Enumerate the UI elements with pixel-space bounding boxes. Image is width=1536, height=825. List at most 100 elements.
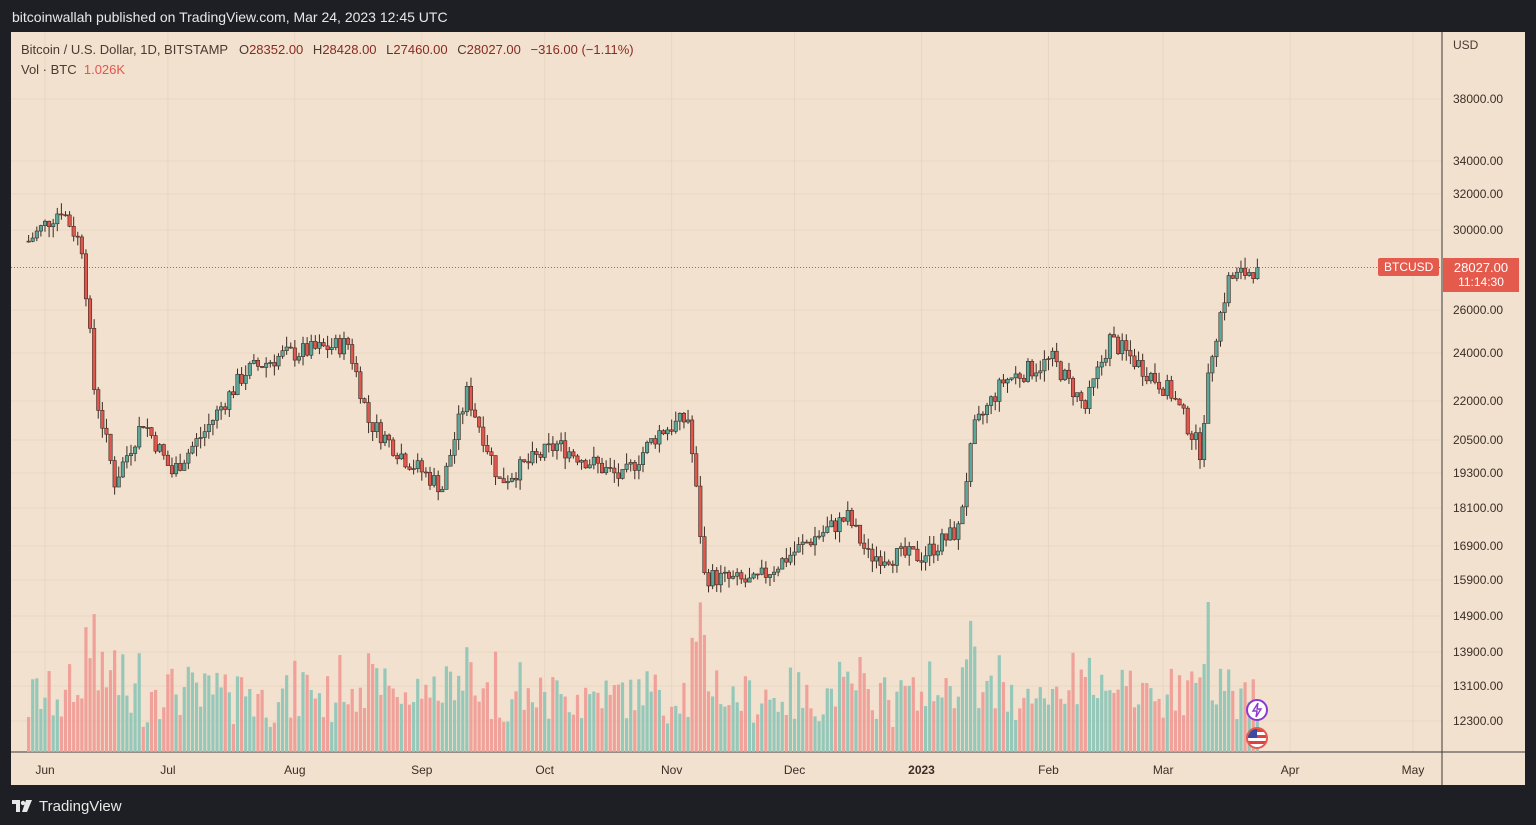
candle-body: [104, 427, 109, 435]
candle-body: [980, 413, 985, 416]
volume-bar: [395, 696, 399, 752]
volume-bar: [207, 675, 211, 752]
candle-body: [337, 338, 342, 355]
volume-bar: [489, 719, 494, 752]
volume-bar: [215, 672, 219, 752]
volume-bar: [1001, 682, 1006, 752]
volume-bar: [538, 677, 543, 752]
candle-body: [948, 527, 953, 541]
volume-bar: [153, 689, 158, 752]
volume-bar: [31, 679, 35, 752]
candle-body: [1062, 369, 1067, 381]
volume-bar: [1005, 711, 1010, 752]
volume-bar: [969, 620, 973, 752]
candle-body: [231, 391, 236, 396]
volume-bar: [637, 679, 641, 752]
volume-bar: [383, 668, 387, 752]
candle-body: [374, 422, 379, 432]
volume-bar: [588, 694, 592, 752]
candle-body: [329, 347, 334, 350]
volume-bar: [981, 692, 985, 752]
candle-body: [813, 536, 818, 546]
price-chart[interactable]: 38000.00 34000.00 32000.00 30000.00 26000.00…: [11, 32, 1525, 785]
candle-body: [1038, 370, 1043, 374]
candle-body: [227, 391, 232, 410]
axis-currency: USD: [1453, 38, 1479, 52]
volume-bar: [809, 708, 813, 752]
candle-body: [1091, 378, 1096, 388]
volume-bar: [530, 702, 535, 752]
volume-bar: [792, 718, 797, 752]
volume-bar: [891, 726, 895, 752]
volume-bar: [874, 718, 879, 752]
candle-body: [837, 517, 842, 533]
candle-body: [931, 543, 936, 556]
candle-body: [202, 431, 207, 438]
volume-bar: [1141, 682, 1145, 752]
chart-area[interactable]: 38000.00 34000.00 32000.00 30000.00 26000.00…: [11, 32, 1525, 785]
candle-body: [530, 451, 535, 464]
volume-bar: [174, 694, 178, 752]
volume-bar: [1116, 689, 1120, 752]
y-tick-label: 38000.00: [1453, 92, 1503, 106]
candle-body: [1230, 275, 1235, 279]
candle-body: [1050, 350, 1055, 359]
close-label: C: [457, 42, 467, 57]
candle-body: [518, 459, 523, 481]
candle-body: [993, 396, 998, 402]
candle-body: [686, 419, 691, 423]
candle-body: [284, 346, 289, 352]
candle-body: [468, 385, 473, 411]
candle-body: [178, 463, 183, 471]
volume-bar: [1169, 668, 1173, 752]
volume-bar: [1100, 674, 1104, 752]
volume-bar: [80, 698, 84, 752]
volume-bar: [1153, 701, 1157, 752]
y-tick-label: 16900.00: [1453, 539, 1503, 553]
volume-bar: [305, 674, 309, 752]
volume-bar: [280, 688, 285, 752]
candle-body: [522, 459, 527, 462]
candle-body: [964, 481, 969, 508]
volume-bar: [727, 705, 731, 752]
candle-body: [153, 435, 158, 452]
candle-body: [47, 220, 52, 228]
candle-body: [640, 452, 645, 465]
candle-body: [362, 398, 367, 403]
volume-bar: [289, 717, 293, 752]
volume-bar: [625, 718, 629, 752]
candle-body: [456, 413, 461, 440]
volume-bar: [76, 695, 80, 752]
candle-body: [42, 220, 47, 226]
volume-bar: [88, 658, 92, 752]
candle-body: [395, 455, 400, 460]
volume-bar: [1173, 710, 1178, 752]
lightning-event-icon[interactable]: [1246, 699, 1268, 721]
volume-bar: [567, 712, 571, 752]
volume-bar: [784, 715, 788, 752]
volume-bar: [747, 680, 752, 752]
candle-body: [419, 460, 424, 473]
candle-body: [1030, 361, 1035, 377]
x-tick-label: Sep: [411, 763, 433, 777]
candle-body: [653, 438, 658, 445]
candle-body: [215, 409, 220, 421]
tradingview-logo[interactable]: TradingView: [12, 796, 122, 816]
volume-bar: [55, 699, 59, 752]
volume-bar: [678, 713, 682, 752]
candle-body: [260, 366, 265, 368]
volume-bar: [919, 691, 924, 752]
candle-body: [1116, 336, 1121, 355]
candle-body: [514, 477, 519, 481]
us-flag-event-icon[interactable]: [1246, 727, 1268, 749]
candle-body: [903, 546, 908, 556]
candle-body: [731, 575, 736, 579]
candle-body: [489, 451, 494, 456]
volume-bar: [1018, 708, 1022, 752]
volume-bar: [850, 683, 854, 752]
volume-bar: [780, 701, 784, 752]
volume-bar: [338, 655, 342, 752]
candle-body: [1046, 358, 1051, 360]
volume-bar: [837, 661, 842, 752]
volume-bar: [264, 717, 268, 752]
